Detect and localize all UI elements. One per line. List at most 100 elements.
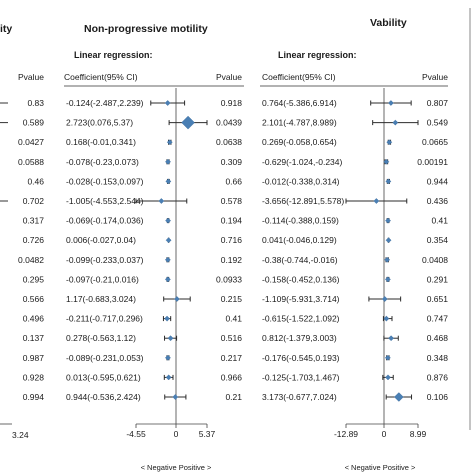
left-panel-marks: [0, 102, 8, 202]
point-estimate-marker: [165, 158, 171, 165]
pvalue-cell: 0.192: [221, 255, 243, 265]
pvalue-cell: 0.41: [225, 314, 242, 324]
point-estimate-marker: [172, 394, 179, 400]
left-pvalue-cell: 0.0427: [18, 137, 44, 147]
point-estimate-marker: [381, 296, 388, 302]
left-pvalue-cell: 0.928: [23, 372, 45, 382]
left-panel-pvalue-header: Pvalue: [18, 72, 44, 82]
point-estimate-marker: [373, 198, 380, 204]
coefficient-cell: 0.006(-0.027,0.04): [66, 235, 136, 245]
coefficient-cell: 1.17(-0.683,3.024): [66, 294, 136, 304]
point-estimate-marker: [158, 198, 165, 204]
pvalue-cell: 0.194: [221, 216, 243, 226]
coefficient-cell: 0.812(-1.379,3.003): [262, 333, 337, 343]
coefficient-cell: -0.125(-1.703,1.467): [262, 372, 340, 382]
pvalue-cell: 0.436: [427, 196, 449, 206]
pvalue-cell: 0.106: [427, 392, 449, 402]
point-estimate-marker: [181, 115, 195, 130]
pvalue-cell: 0.578: [221, 196, 243, 206]
pvalue-cell: 0.0439: [216, 118, 242, 128]
coefficient-cell: 0.013(-0.595,0.621): [66, 372, 141, 382]
point-estimate-marker: [165, 374, 172, 381]
coefficient-cell: 2.101(-4.787,8.989): [262, 118, 337, 128]
point-estimate-marker: [164, 276, 171, 283]
point-estimate-marker: [165, 354, 171, 361]
axis-caption: < Negative Positive >: [141, 463, 212, 472]
x-tick-zero: 0: [174, 429, 179, 439]
left-panel-axis-tick: 3.24: [12, 430, 29, 440]
coefficient-cell: 0.764(-5.386,6.914): [262, 98, 337, 108]
pvalue-cell: 0.354: [427, 235, 449, 245]
point-estimate-marker: [385, 217, 391, 224]
left-pvalue-cell: 0.137: [23, 333, 45, 343]
coefficient-cell: -0.211(-0.717,0.296): [66, 314, 143, 324]
pvalue-cell: 0.966: [221, 372, 243, 382]
panel-rows: 0.764(-5.386,6.914) 0.807 2.101(-4.787,8.9…: [262, 98, 448, 402]
left-panel-pvalues: 0.83 0.589 0.0427 0.0588 0.46 0.702 0.317 0.726…: [18, 98, 44, 402]
point-estimate-marker: [164, 315, 170, 322]
coefficient-header: Coefficient(95% CI): [262, 72, 336, 82]
left-pvalue-cell: 0.46: [27, 176, 44, 186]
x-tick-max: 8.99: [410, 429, 427, 439]
x-tick-max: 5.37: [199, 429, 216, 439]
pvalue-cell: 0.217: [221, 353, 243, 363]
coefficient-cell: -0.124(-2.487,2.239): [66, 98, 144, 108]
pvalue-cell: 0.00191: [417, 157, 448, 167]
coefficient-header: Coefficient(95% CI): [64, 72, 138, 82]
pvalue-cell: 0.0408: [422, 255, 448, 265]
coefficient-cell: -0.089(-0.231,0.053): [66, 353, 144, 363]
coefficient-cell: 0.944(-0.536,2.424): [66, 392, 141, 402]
coefficient-cell: -0.012(-0.338,0.314): [262, 176, 340, 186]
pvalue-cell: 0.716: [221, 235, 243, 245]
axis-caption: < Negative Positive >: [345, 463, 416, 472]
coefficient-cell: 3.173(-0.677,7.024): [262, 392, 337, 402]
left-pvalue-cell: 0.726: [23, 235, 45, 245]
pvalue-cell: 0.468: [427, 333, 449, 343]
pvalue-cell: 0.291: [427, 274, 449, 284]
coefficient-cell: -0.069(-0.174,0.036): [66, 216, 144, 226]
point-estimate-marker: [164, 256, 171, 263]
point-estimate-marker: [385, 276, 391, 283]
point-estimate-marker: [384, 256, 391, 263]
pvalue-cell: 0.516: [221, 333, 243, 343]
panel-plot-area: [345, 88, 419, 428]
point-estimate-marker: [167, 335, 174, 342]
coefficient-cell: -0.158(-0.452,0.136): [262, 274, 340, 284]
left-pvalue-cell: 0.987: [23, 353, 45, 363]
x-tick-min: -12.89: [334, 429, 358, 439]
point-estimate-marker: [383, 315, 390, 322]
point-estimate-marker: [388, 335, 394, 342]
left-pvalue-cell: 0.496: [23, 314, 45, 324]
pvalue-cell: 0.41: [431, 216, 448, 226]
panel-subtitle-linear-regression: Linear regression:: [278, 50, 357, 60]
coefficient-cell: 0.041(-0.046,0.129): [262, 235, 337, 245]
pvalue-cell: 0.21: [225, 392, 242, 402]
panel-vability: Vability Linear regression: Coefficient(…: [260, 17, 448, 472]
point-estimate-marker: [165, 237, 172, 244]
point-estimate-marker: [384, 354, 391, 361]
pvalue-cell: 0.0638: [216, 137, 242, 147]
left-pvalue-cell: 0.994: [23, 392, 45, 402]
panel-non-progressive-motility: Non-progressive motility Linear regressi…: [64, 23, 244, 472]
point-estimate-marker: [385, 178, 392, 185]
point-estimate-marker: [174, 296, 180, 302]
pvalue-cell: 0.876: [427, 372, 449, 382]
coefficient-cell: -0.097(-0.21,0.016): [66, 274, 139, 284]
coefficient-cell: -0.114(-0.388,0.159): [262, 216, 339, 226]
pvalue-cell: 0.807: [427, 98, 449, 108]
coefficient-cell: -0.099(-0.233,0.037): [66, 255, 144, 265]
point-estimate-marker: [165, 178, 172, 185]
point-estimate-marker: [165, 217, 171, 224]
coefficient-cell: -1.005(-4.553,2.544): [66, 196, 144, 206]
x-tick-min: -4.55: [126, 429, 146, 439]
coefficient-cell: 2.723(0.076,5.37): [66, 118, 133, 128]
coefficient-cell: -0.176(-0.545,0.193): [262, 353, 340, 363]
x-tick-zero: 0: [382, 429, 387, 439]
pvalue-cell: 0.0665: [422, 137, 448, 147]
left-pvalue-cell: 0.83: [27, 98, 44, 108]
point-estimate-marker: [385, 374, 391, 381]
pvalue-cell: 0.0933: [216, 274, 242, 284]
coefficient-cell: -3.656(-12.891,5.578): [262, 196, 344, 206]
left-pvalue-cell: 0.702: [23, 196, 45, 206]
